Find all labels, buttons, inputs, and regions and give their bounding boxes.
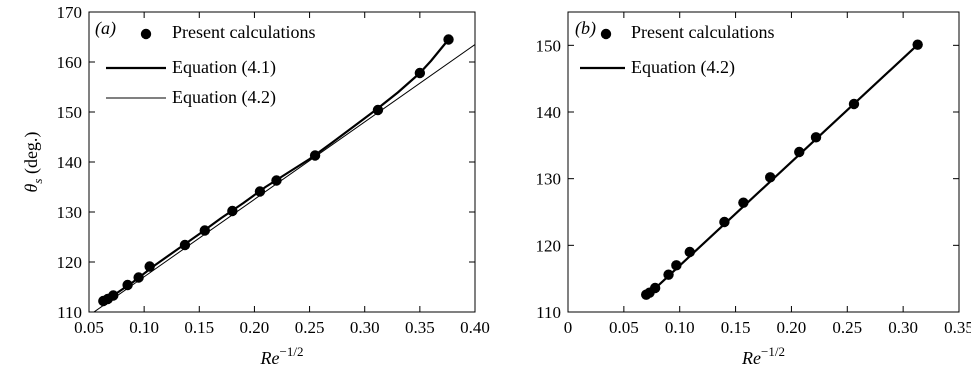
x-tick-label: 0.30 [888, 318, 918, 337]
data-point [671, 260, 682, 271]
x-tick-label: 0.35 [944, 318, 971, 337]
x-tick-label: 0 [564, 318, 573, 337]
x-tick-label: 0.15 [184, 318, 214, 337]
y-axis-label-unit: (deg.) [21, 132, 42, 179]
x-tick-label: 0.25 [295, 318, 325, 337]
y-axis-label-subscript: s [30, 179, 45, 184]
x-tick-label: 0.35 [405, 318, 435, 337]
x-tick-label: 0.15 [721, 318, 751, 337]
panel-b: 0 0.05 0.10 0.15 0.20 0.25 0.30 0.35 110 120 130 14… [536, 11, 971, 368]
y-tick-label: 120 [536, 236, 562, 255]
x-tick-label: 0.05 [74, 318, 104, 337]
y-tick-label: 140 [536, 103, 562, 122]
data-point [794, 146, 805, 158]
legend-label: Equation (4.1) [172, 57, 276, 78]
x-tick-label: 0.25 [832, 318, 862, 337]
x-tick-label: 0.05 [609, 318, 639, 337]
y-tick-label: 170 [57, 3, 83, 22]
x-axis-label-exponent: −1/2 [280, 344, 304, 359]
panel-label: (a) [95, 18, 116, 39]
data-point [144, 261, 155, 272]
x-tick-label: 0.40 [460, 318, 490, 337]
series-line [645, 43, 919, 298]
x-tick-label: 0.10 [129, 318, 159, 337]
series-line [102, 38, 450, 302]
panel-label: (b) [575, 18, 596, 39]
y-tick-label: 160 [57, 53, 83, 72]
y-tick-label: 150 [536, 36, 562, 55]
data-point [810, 132, 822, 143]
panel-a: 0.05 0.10 0.15 0.20 0.25 0.30 0.35 0.40 110 120 13… [21, 3, 490, 368]
y-tick-label: 130 [57, 203, 83, 222]
x-tick-label: 0.20 [240, 318, 270, 337]
y-tick-label: 140 [57, 153, 83, 172]
y-tick-label: 110 [57, 303, 82, 322]
x-axis-label: Re−1/2 [741, 344, 785, 368]
y-tick-label: 110 [536, 303, 561, 322]
x-tick-label: 0.20 [777, 318, 807, 337]
legend-marker [140, 28, 152, 40]
plot-frame [567, 11, 960, 313]
legend-label: Equation (4.2) [172, 87, 276, 108]
y-tick-label: 150 [57, 103, 83, 122]
y-axis-label: θs (deg.) [21, 132, 45, 193]
series-line [93, 44, 475, 312]
x-tick-label: 0.30 [350, 318, 380, 337]
x-axis-label: Re−1/2 [260, 344, 304, 368]
y-tick-label: 120 [57, 253, 83, 272]
x-tick-label: 0.10 [665, 318, 695, 337]
x-axis-label-exponent: −1/2 [761, 344, 785, 359]
legend-marker [600, 28, 612, 40]
legend-label: Present calculations [631, 22, 774, 42]
legend-label: Equation (4.2) [631, 57, 735, 78]
legend-label: Present calculations [172, 22, 315, 42]
y-tick-label: 130 [536, 170, 562, 189]
data-point [719, 216, 730, 228]
